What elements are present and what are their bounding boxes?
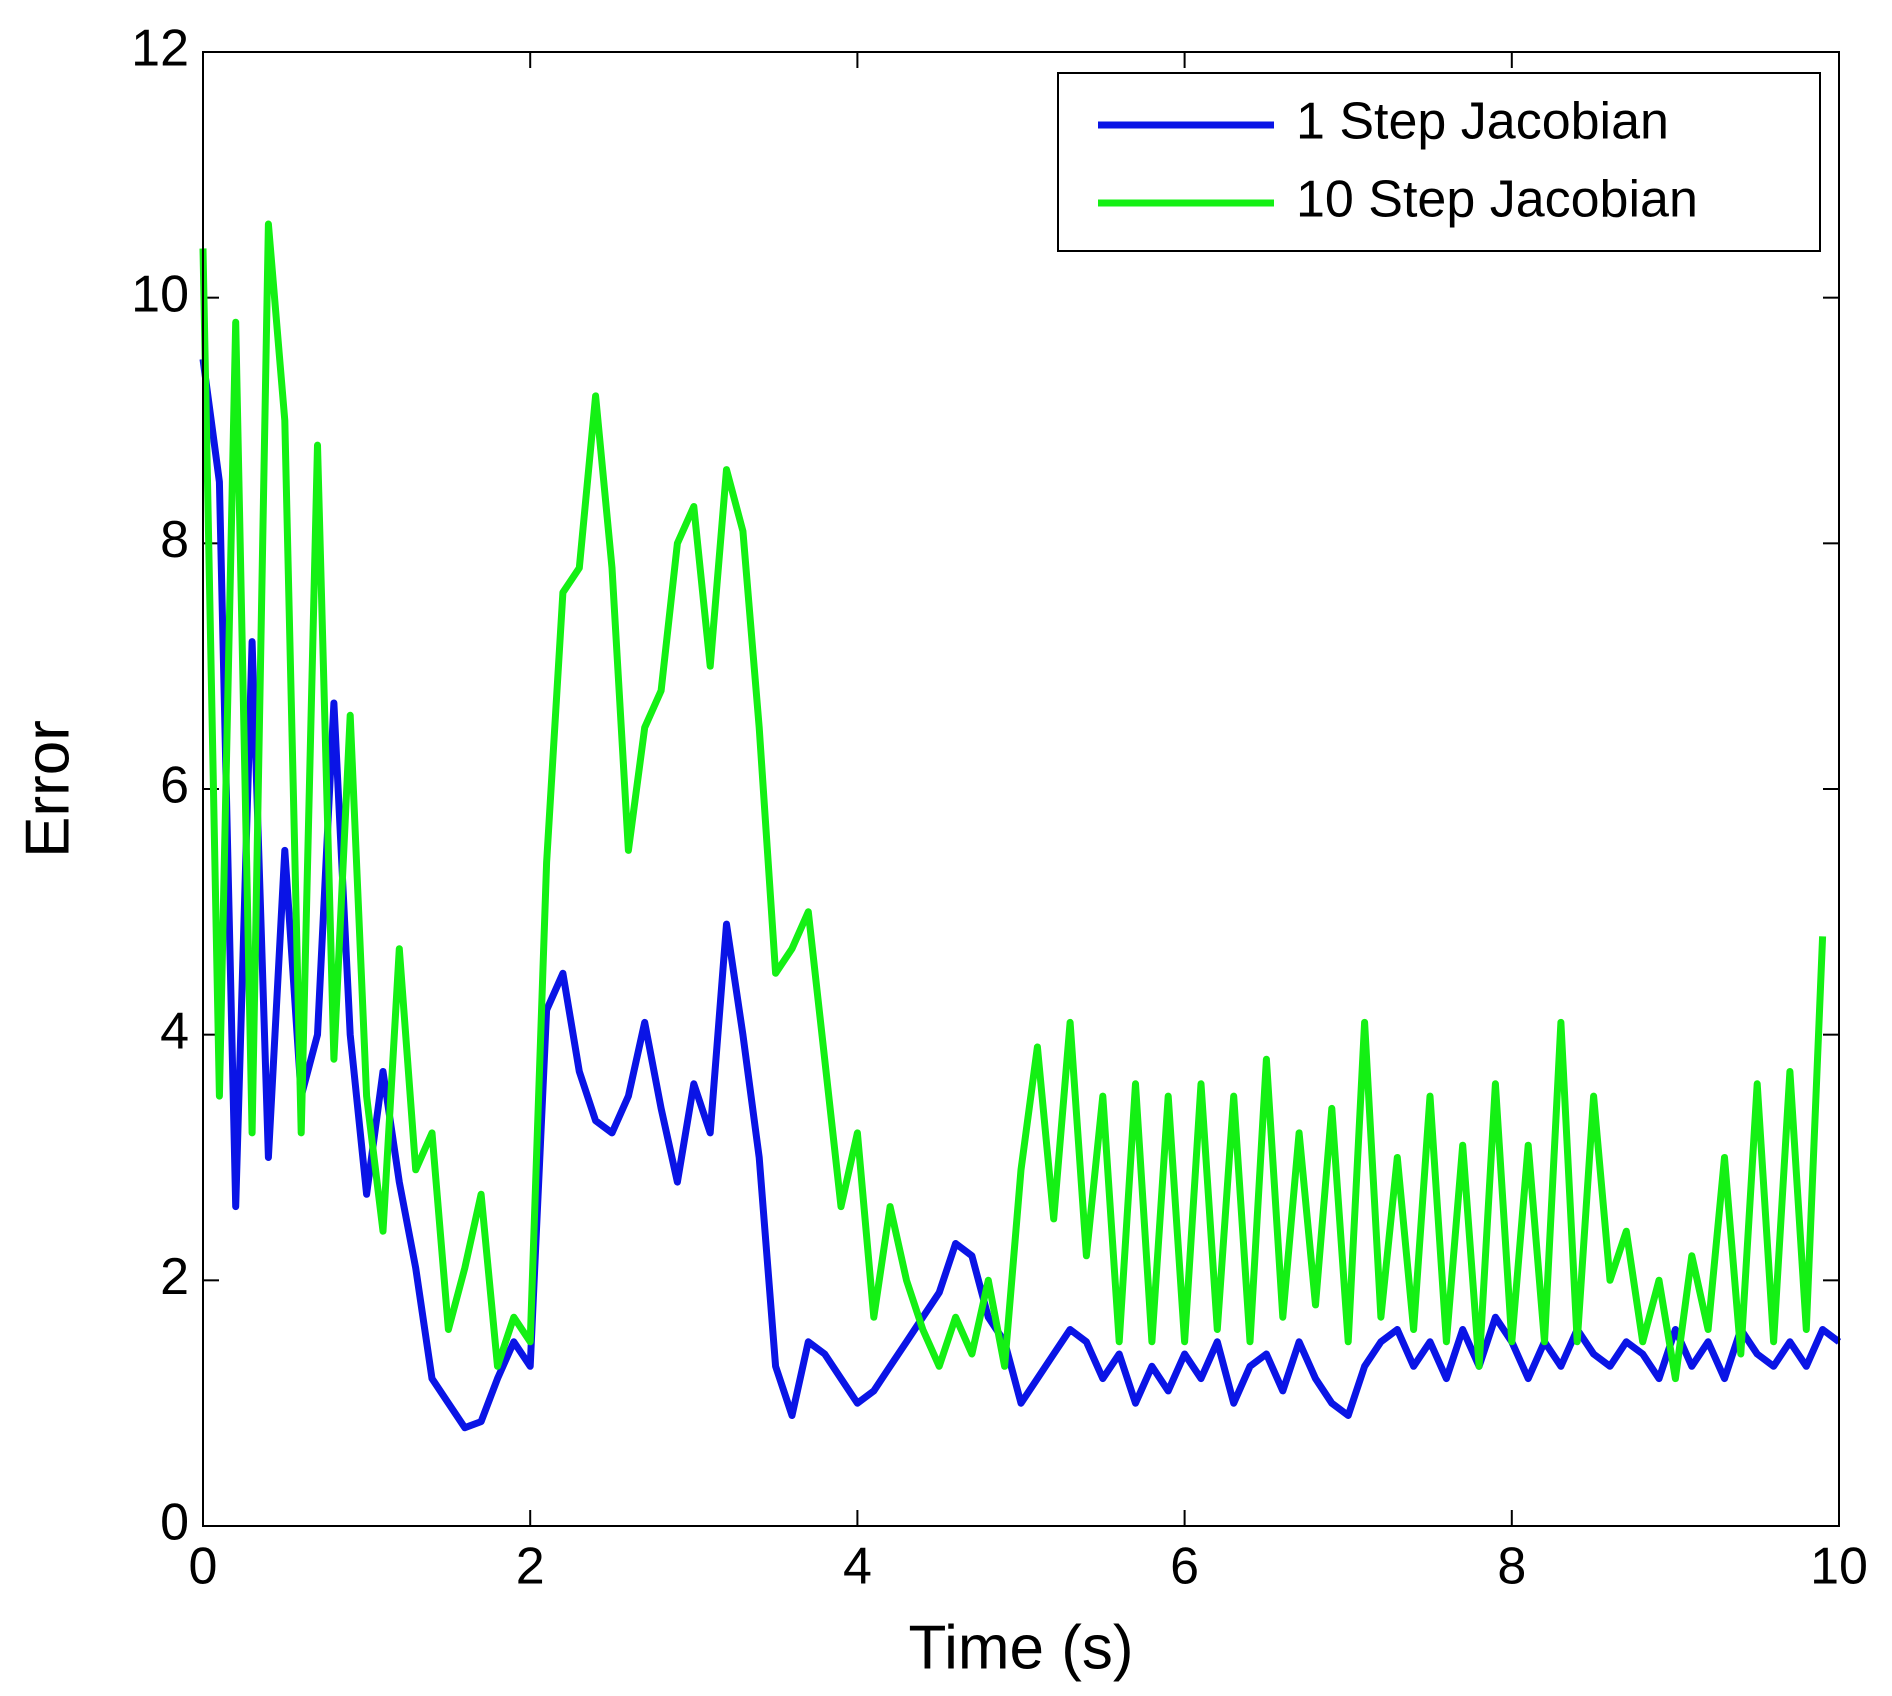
y-tick-label: 4 — [160, 1002, 189, 1060]
legend-label: 10 Step Jacobian — [1296, 171, 1698, 229]
x-tick-label: 2 — [516, 1538, 545, 1596]
y-tick-label: 8 — [160, 511, 189, 569]
x-tick-label: 8 — [1497, 1538, 1526, 1596]
x-tick-label: 10 — [1810, 1538, 1868, 1596]
plot-frame — [202, 51, 1840, 1527]
legend-box — [1057, 72, 1821, 252]
x-tick-label: 0 — [189, 1538, 218, 1596]
data-line — [199, 358, 1842, 1432]
y-tick-label: 6 — [160, 757, 189, 815]
y-tick-label: 12 — [131, 20, 189, 78]
legend-label: 1 Step Jacobian — [1296, 93, 1669, 151]
y-axis-label: Error — [13, 720, 82, 858]
data-line — [199, 220, 1827, 1383]
x-tick-label: 4 — [843, 1538, 872, 1596]
y-tick-label: 2 — [160, 1248, 189, 1306]
y-tick-label: 10 — [131, 265, 189, 323]
x-tick-label: 6 — [1170, 1538, 1199, 1596]
y-tick-label: 0 — [160, 1494, 189, 1552]
x-axis-label: Time (s) — [909, 1613, 1134, 1682]
